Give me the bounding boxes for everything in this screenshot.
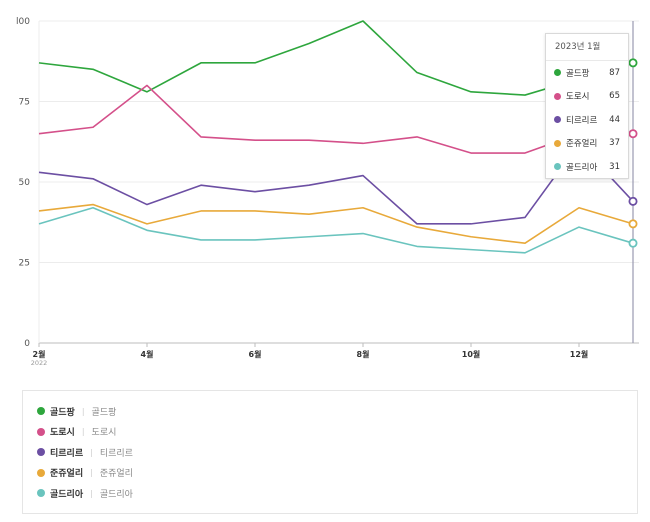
series-dot-icon xyxy=(554,139,561,147)
tooltip-series-value: 44 xyxy=(609,114,620,125)
x-tick-label: 12월 xyxy=(570,349,589,359)
y-tick-label: 25 xyxy=(19,259,30,269)
series-hover-point xyxy=(628,219,638,229)
tooltip-series-value: 31 xyxy=(609,161,620,172)
tooltip-row: 골드리아 31 xyxy=(546,155,628,179)
legend-dot-icon xyxy=(37,489,45,498)
legend-series-name: 골드팡 xyxy=(50,407,75,418)
x-tick-label: 8월 xyxy=(357,349,370,359)
tooltip-series-name: 도로시 xyxy=(566,92,590,103)
tooltip-row: 준쥬얼리 37 xyxy=(546,132,628,156)
legend-item-goldpang[interactable]: 골드팡 | 골드팡 xyxy=(23,401,637,422)
legend-separator: | xyxy=(90,447,93,457)
x-tick-label: 2월 xyxy=(33,349,46,359)
legend-dot-icon xyxy=(37,407,45,416)
x-tick-label: 6월 xyxy=(249,349,262,359)
y-tick-label: 0 xyxy=(24,339,30,349)
tooltip-row: 도로시 65 xyxy=(546,85,628,109)
y-tick-label: 75 xyxy=(19,98,30,108)
y-tick-label: l00 xyxy=(16,17,30,27)
legend-series-desc: 준쥬얼리 xyxy=(99,469,133,480)
legend-dot-icon xyxy=(37,427,45,436)
legend-item-tirrir[interactable]: 티르리르 | 티르리르 xyxy=(23,442,637,463)
legend-series-desc: 골드리아 xyxy=(99,489,133,500)
tooltip-series-name: 티르리르 xyxy=(566,115,598,126)
y-axis-ticks: 0 25 50 75 l00 xyxy=(16,17,30,349)
series-line xyxy=(38,203,634,244)
chart-legend: 골드팡 | 골드팡 도로시 | 도로시 티르리르 | 티르리르 준쥬얼리 | 준… xyxy=(22,390,638,514)
series-dot-icon xyxy=(554,69,561,77)
legend-series-desc: 도로시 xyxy=(91,428,117,439)
legend-dot-icon xyxy=(37,468,45,477)
series-dot-icon xyxy=(554,163,561,171)
legend-dot-icon xyxy=(37,448,45,457)
legend-series-desc: 골드팡 xyxy=(91,407,117,418)
series-lines xyxy=(38,20,634,254)
series-hover-point xyxy=(628,58,638,68)
tooltip-row: 골드팡 87 xyxy=(546,61,628,85)
legend-separator: | xyxy=(90,468,93,478)
tooltip-title: 2023년 1월 xyxy=(546,34,628,61)
hover-markers xyxy=(628,58,638,248)
y-tick-label: 50 xyxy=(19,178,31,188)
legend-series-name: 준쥬얼리 xyxy=(50,469,84,480)
tooltip-series-name: 골드팡 xyxy=(566,68,590,79)
legend-separator: | xyxy=(81,406,85,416)
legend-separator: | xyxy=(81,427,85,437)
legend-series-desc: 티르리르 xyxy=(99,448,133,459)
series-dot-icon xyxy=(554,92,561,100)
chart-grid xyxy=(38,20,639,347)
legend-series-name: 티르리르 xyxy=(50,448,84,459)
series-line xyxy=(38,20,634,96)
series-hover-point xyxy=(628,129,638,139)
series-line xyxy=(38,206,634,254)
legend-item-goldria[interactable]: 골드리아 | 골드리아 xyxy=(23,483,637,504)
series-line xyxy=(38,142,634,225)
tooltip-series-value: 65 xyxy=(609,91,620,102)
x-tick-year-label: 2022 xyxy=(31,359,48,367)
x-tick-label: 10월 xyxy=(462,349,481,359)
series-hover-point xyxy=(628,196,638,206)
tooltip-series-value: 37 xyxy=(609,138,620,149)
legend-series-name: 골드리아 xyxy=(50,489,84,500)
tooltip-row: 티르리르 44 xyxy=(546,108,628,132)
x-tick-label: 4월 xyxy=(141,349,154,359)
legend-separator: | xyxy=(90,488,93,498)
tooltip-series-name: 골드리아 xyxy=(566,162,598,173)
legend-item-dorosi[interactable]: 도로시 | 도로시 xyxy=(23,422,637,443)
legend-series-name: 도로시 xyxy=(50,428,75,439)
tooltip-series-name: 준쥬얼리 xyxy=(566,139,598,150)
series-line xyxy=(38,84,633,154)
legend-item-junjewelry[interactable]: 준쥬얼리 | 준쥬얼리 xyxy=(23,463,637,484)
series-dot-icon xyxy=(554,116,561,124)
series-hover-point xyxy=(628,238,638,248)
tooltip-series-value: 87 xyxy=(609,67,620,78)
chart-tooltip: 2023년 1월 골드팡 87 도로시 65 티르리르 44 준쥬얼리 37 골… xyxy=(545,33,629,179)
